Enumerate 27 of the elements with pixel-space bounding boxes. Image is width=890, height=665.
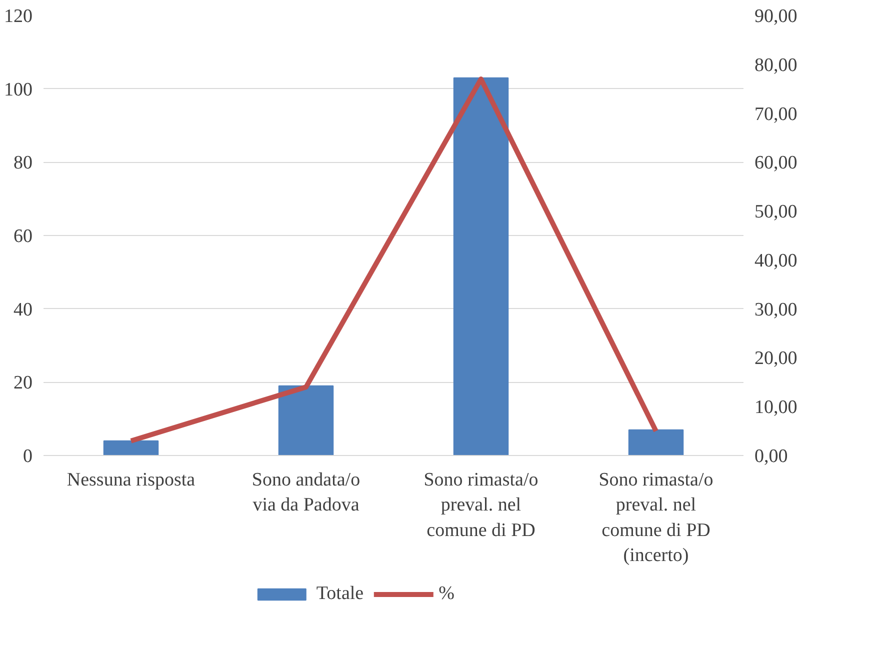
x-tick-label: Nessuna risposta [66, 470, 196, 490]
y2-tick-label: 20,00 [754, 348, 798, 370]
bar [103, 440, 159, 456]
legend-label: Totale [316, 583, 364, 605]
y-tick-label: 40 [14, 299, 32, 320]
y2-tick-label: 10,00 [754, 397, 798, 418]
y2-tick-label: 60,00 [754, 152, 798, 174]
y2-tick-label: 30,00 [754, 299, 798, 320]
x-tick-label: Sono rimasta/o preval. nel comune di PD [424, 470, 538, 541]
y2-tick-label: 50,00 [754, 202, 798, 223]
y-tick-label: 100 [4, 79, 32, 100]
y2-tick-label: 40,00 [754, 250, 798, 272]
bar [278, 385, 334, 456]
y2-tick-label: 0,00 [754, 446, 788, 467]
y2-tick-label: 80,00 [754, 54, 798, 76]
x-tick-label: Sono andata/o via da Padova [252, 470, 360, 516]
y2-tick-label: 90,00 [754, 6, 798, 27]
y-tick-label: 20 [14, 372, 32, 394]
y-tick-label: 60 [14, 226, 32, 247]
y-tick-label: 0 [23, 446, 32, 467]
y-tick-label: 120 [4, 6, 32, 27]
y2-tick-label: 70,00 [754, 104, 798, 125]
bar [628, 429, 684, 456]
x-tick-label: Sono rimasta/o preval. nel comune di PD (incerto) [598, 470, 714, 566]
legend-label: % [438, 583, 456, 605]
y-tick-label: 80 [14, 152, 32, 174]
bar [453, 77, 509, 456]
